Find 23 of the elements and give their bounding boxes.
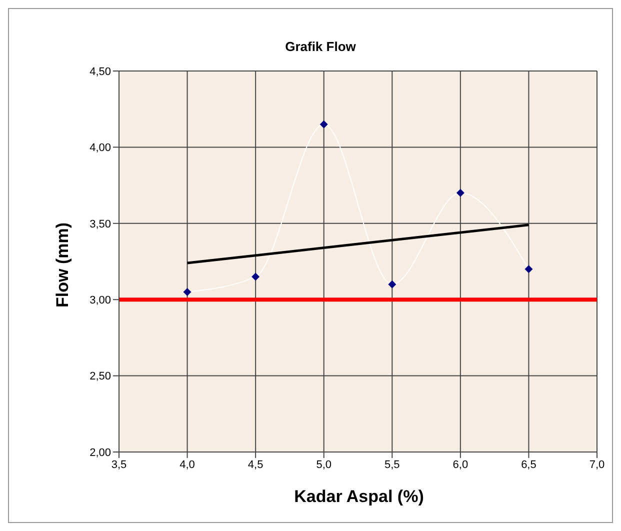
point	[183, 288, 192, 296]
point	[524, 265, 533, 274]
point	[252, 272, 260, 281]
point	[456, 188, 464, 197]
y-tick-label: 2,00	[90, 446, 111, 459]
chart-title: Grafik Flow	[284, 39, 357, 54]
point	[320, 120, 328, 128]
y-tick-label: 3,00	[90, 294, 111, 307]
y-axis-title: Flow (mm)	[53, 222, 73, 308]
x-tick-label: 6,5	[521, 458, 536, 471]
x-tick-label: 7,0	[589, 458, 605, 471]
x-tick-label: 3,5	[111, 458, 127, 471]
y-tick-label: 3,50	[90, 218, 111, 230]
x-tick-label: 5,5	[384, 458, 400, 471]
x-tick-label: 6,0	[452, 458, 468, 471]
point	[388, 280, 396, 288]
x-tick-label: 5,0	[316, 458, 332, 471]
y-tick-label: 4,00	[90, 142, 111, 154]
x-axis-title: Kadar Aspal (%)	[293, 487, 425, 507]
y-tick-label: 2,50	[90, 370, 111, 383]
y-tick-label: 4,50	[90, 66, 111, 78]
x-tick-label: 4,0	[180, 458, 195, 471]
x-tick-label: 4,5	[248, 458, 264, 471]
